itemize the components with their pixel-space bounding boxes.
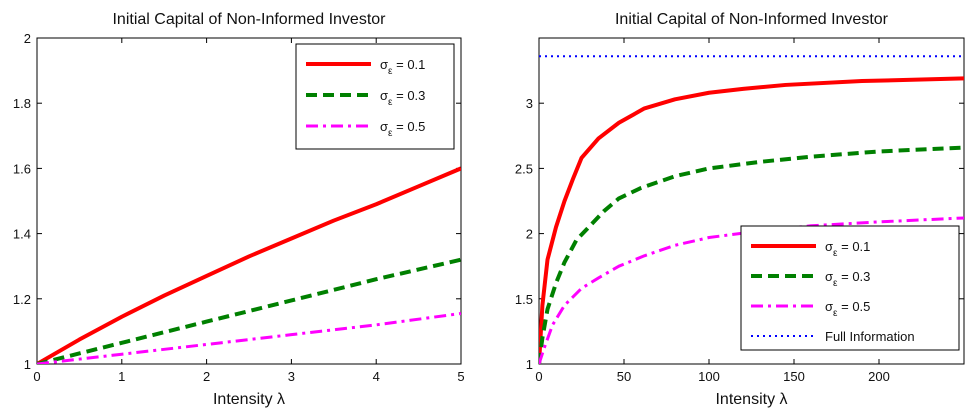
y-tick-label: 1 (526, 357, 533, 372)
series-line-1 (37, 257, 461, 364)
legend-label-main: σ (380, 57, 388, 72)
legend-label-rest: = 0.1 (393, 57, 426, 72)
y-tick-label: 2 (526, 227, 533, 242)
x-tick-label: 100 (698, 369, 720, 384)
legend-label-rest: = 0.3 (393, 88, 426, 103)
plot-area-frame (538, 37, 965, 365)
legend-label-main: σ (380, 119, 388, 134)
legend-entry-2: σε = 0.5 (380, 119, 425, 139)
x-tick-label: 0 (33, 369, 40, 384)
x-tick-label: 5 (457, 369, 464, 384)
x-axis-label: Intensity λ (213, 391, 285, 408)
legend-entry-3: Full Information (825, 329, 915, 344)
legend-entry-1: σε = 0.3 (825, 269, 870, 289)
legend-label-rest: = 0.1 (838, 239, 871, 254)
legend-label-main: σ (380, 88, 388, 103)
y-tick-label: 1.2 (13, 292, 31, 307)
x-tick-label: 4 (373, 369, 380, 384)
legend-label-sub: ε (833, 248, 838, 259)
y-tick-label: 1.5 (515, 292, 533, 307)
x-tick-label: 2 (203, 369, 210, 384)
x-tick-label: 3 (288, 369, 295, 384)
legend-label-main: σ (825, 269, 833, 284)
series-line-0 (539, 76, 964, 364)
legend-label-sub: ε (833, 278, 838, 289)
chart-title: Initial Capital of Non-Informed Investor (615, 11, 889, 28)
y-tick-label: 1.8 (13, 96, 31, 111)
series-line-2 (37, 311, 461, 364)
legend-entry-0: σε = 0.1 (380, 57, 425, 77)
legend-label-main: σ (825, 299, 833, 314)
x-axis-label: Intensity λ (715, 391, 787, 408)
y-tick-label: 3 (526, 96, 533, 111)
y-tick-label: 1.4 (13, 227, 31, 242)
legend-label-sub: ε (833, 308, 838, 319)
legend-label-main: σ (825, 239, 833, 254)
legend-label-rest: = 0.5 (393, 119, 426, 134)
legend-entry-0: σε = 0.1 (825, 239, 870, 259)
x-tick-label: 1 (118, 369, 125, 384)
y-tick-label: 2.5 (515, 161, 533, 176)
plot-area-frame (36, 37, 462, 365)
x-tick-label: 0 (535, 369, 542, 384)
legend-label-rest: = 0.3 (838, 269, 871, 284)
legend-label-main: Full Information (825, 329, 915, 344)
x-tick-label: 200 (868, 369, 890, 384)
legend-label-rest: = 0.5 (838, 299, 871, 314)
legend-label-sub: ε (388, 66, 393, 77)
y-tick-label: 2 (24, 31, 31, 46)
x-tick-label: 150 (783, 369, 805, 384)
x-tick-label: 50 (617, 369, 631, 384)
legend-entry-1: σε = 0.3 (380, 88, 425, 108)
legend-box (295, 43, 455, 150)
chart-title: Initial Capital of Non-Informed Investor (112, 11, 386, 28)
series-line-1 (539, 145, 964, 364)
legend-label-sub: ε (388, 97, 393, 108)
legend-label-sub: ε (388, 128, 393, 139)
y-tick-label: 1.6 (13, 161, 31, 176)
y-tick-label: 1 (24, 357, 31, 372)
legend-entry-2: σε = 0.5 (825, 299, 870, 319)
series-line-0 (37, 166, 461, 364)
